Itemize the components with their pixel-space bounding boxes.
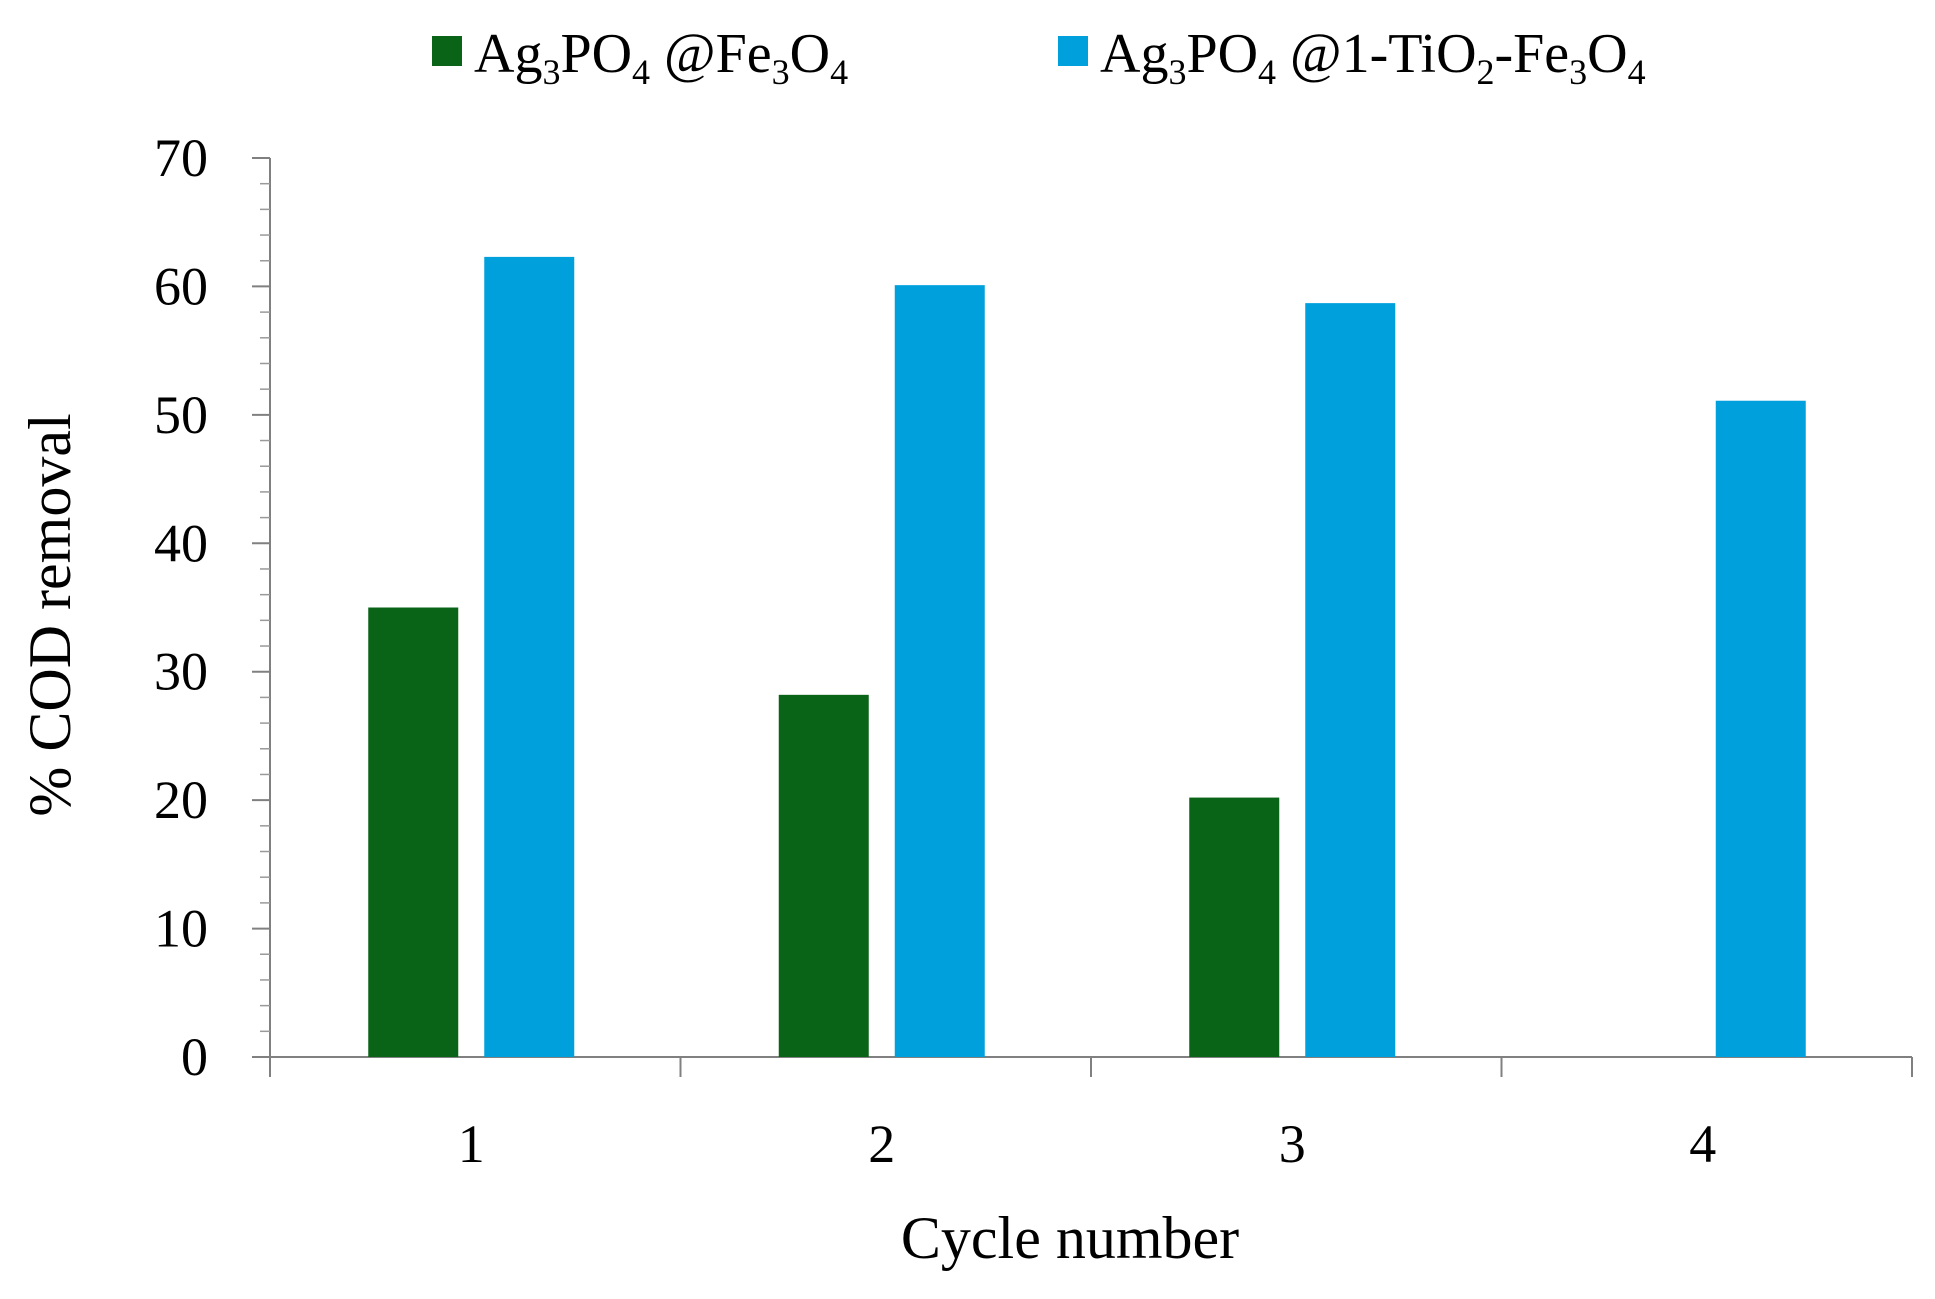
bar-series1-cycle1 — [368, 607, 459, 1057]
y-tick-label: 0 — [181, 1027, 208, 1087]
x-tick-label: 2 — [868, 1114, 895, 1174]
bar-series2-cycle2 — [894, 285, 985, 1057]
x-tick-label: 4 — [1689, 1114, 1716, 1174]
bar-series1-cycle2 — [778, 694, 869, 1057]
y-tick-label: 40 — [154, 513, 208, 573]
y-tick-label: 30 — [154, 642, 208, 702]
x-tick-label: 1 — [458, 1114, 485, 1174]
legend-swatch-series1 — [432, 36, 462, 66]
x-axis-title: Cycle number — [901, 1205, 1239, 1271]
y-tick-label: 60 — [154, 256, 208, 316]
y-tick-label: 20 — [154, 770, 208, 830]
bars — [368, 256, 1806, 1058]
legend-label-series2: Ag3PO4 @1-TiO2-Fe3O4 — [1100, 23, 1646, 92]
y-axis-title: % COD removal — [17, 413, 83, 816]
bar-series2-cycle3 — [1305, 303, 1396, 1058]
bar-series1-cycle3 — [1189, 797, 1280, 1057]
x-tick-label: 3 — [1279, 1114, 1306, 1174]
bar-series2-cycle4 — [1715, 400, 1806, 1058]
y-tick-label: 70 — [154, 128, 208, 188]
legend: Ag3PO4 @Fe3O4 Ag3PO4 @1-TiO2-Fe3O4 — [432, 23, 1646, 92]
legend-label-series1: Ag3PO4 @Fe3O4 — [474, 23, 848, 92]
y-tick-label: 50 — [154, 385, 208, 445]
y-tick-label: 10 — [154, 899, 208, 959]
bar-series2-cycle1 — [484, 256, 575, 1057]
legend-swatch-series2 — [1058, 36, 1088, 66]
